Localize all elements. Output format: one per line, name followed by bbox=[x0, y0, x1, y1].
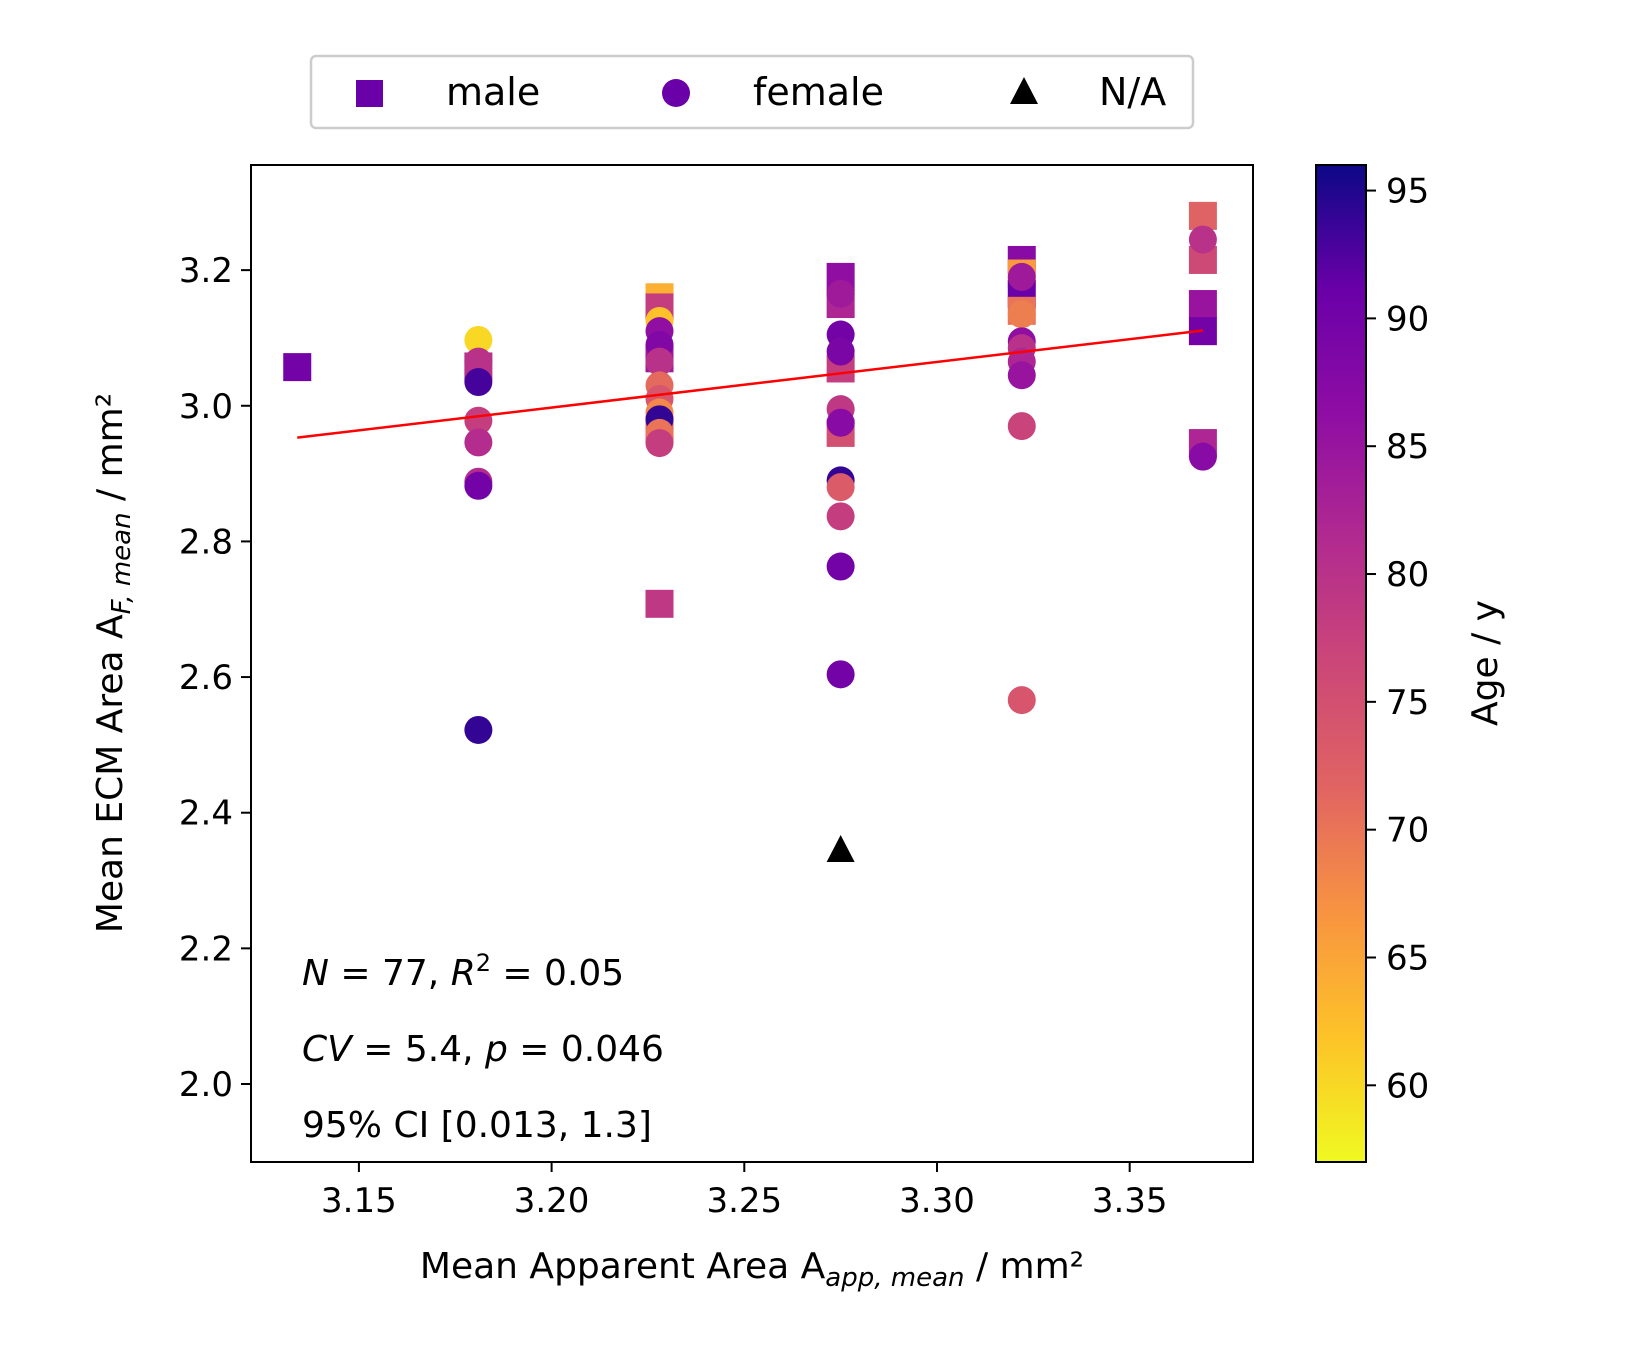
data-point-female bbox=[826, 473, 855, 502]
stats-line-n-r2: N = 77, R2 = 0.05 bbox=[302, 949, 624, 994]
data-point-female bbox=[464, 347, 493, 376]
y-tick-label: 2.2 bbox=[179, 929, 233, 969]
data-point-female bbox=[826, 660, 855, 689]
data-point-female bbox=[464, 715, 493, 744]
y-tick-label: 3.0 bbox=[179, 387, 233, 427]
colorbar-tick-label: 90 bbox=[1386, 299, 1429, 339]
colorbar-tick-label: 95 bbox=[1386, 172, 1429, 212]
data-point-na bbox=[826, 835, 855, 863]
data-point-female bbox=[464, 406, 493, 435]
x-tick-label: 3.25 bbox=[706, 1181, 782, 1221]
y-tick-label: 2.4 bbox=[179, 794, 233, 834]
data-point-female bbox=[826, 408, 855, 437]
data-point-female bbox=[826, 337, 855, 366]
colorbar-ticks: 60 65 70 75 80 85 90 95 bbox=[1366, 172, 1429, 1106]
x-tick-label: 3.20 bbox=[514, 1181, 590, 1221]
legend-marker-female bbox=[662, 79, 690, 107]
colorbar-tick-label: 60 bbox=[1386, 1066, 1429, 1106]
legend: male female N/A bbox=[309, 54, 1195, 130]
data-point-male bbox=[1188, 201, 1217, 230]
y-axis-ticks: 2.0 2.2 2.4 2.6 2.8 3.0 3.2 bbox=[179, 251, 251, 1105]
colorbar-label: Age / y bbox=[1465, 600, 1506, 726]
data-point-female bbox=[645, 347, 674, 376]
x-tick-label: 3.35 bbox=[1092, 1181, 1168, 1221]
data-point-female bbox=[1007, 361, 1036, 390]
legend-marker-male bbox=[356, 80, 383, 107]
data-point-female bbox=[1007, 300, 1036, 329]
regression-line bbox=[297, 329, 1204, 439]
data-point-female bbox=[1007, 686, 1036, 715]
data-point-female bbox=[1007, 412, 1036, 441]
data-point-male bbox=[1188, 290, 1217, 319]
data-point-female bbox=[645, 429, 674, 458]
colorbar: 60 65 70 75 80 85 90 95 Age / y bbox=[1315, 164, 1506, 1163]
data-points bbox=[283, 201, 1217, 863]
legend-label-na: N/A bbox=[1099, 70, 1166, 114]
data-point-female bbox=[464, 428, 493, 457]
data-point-female bbox=[1188, 225, 1217, 254]
data-point-female bbox=[464, 471, 493, 500]
x-axis-ticks: 3.15 3.20 3.25 3.30 3.35 bbox=[321, 1162, 1168, 1221]
y-tick-label: 2.8 bbox=[179, 522, 233, 562]
data-point-male bbox=[283, 353, 312, 382]
data-point-female bbox=[464, 368, 493, 397]
data-point-male bbox=[645, 589, 674, 618]
legend-frame bbox=[309, 54, 1195, 130]
legend-label-female: female bbox=[753, 70, 884, 114]
x-tick-label: 3.30 bbox=[899, 1181, 975, 1221]
data-point-female bbox=[464, 325, 493, 354]
colorbar-tick-label: 75 bbox=[1386, 683, 1429, 723]
plot-background bbox=[251, 165, 1253, 1162]
colorbar-tick-label: 80 bbox=[1386, 555, 1429, 595]
plot-frame bbox=[250, 164, 1254, 1163]
legend-label-male: male bbox=[446, 70, 540, 114]
colorbar-gradient bbox=[1315, 164, 1367, 1163]
y-tick-label: 3.2 bbox=[179, 251, 233, 291]
data-point-female bbox=[1007, 262, 1036, 291]
x-axis-label: Mean Apparent Area Aapp, mean / mm² bbox=[420, 1246, 1084, 1293]
y-tick-label: 2.0 bbox=[179, 1065, 233, 1105]
data-point-female bbox=[826, 552, 855, 581]
colorbar-tick-label: 85 bbox=[1386, 427, 1429, 467]
legend-marker-na bbox=[1010, 77, 1038, 104]
data-point-female bbox=[1188, 442, 1217, 471]
colorbar-tick-label: 70 bbox=[1386, 811, 1429, 851]
colorbar-tick-label: 65 bbox=[1386, 938, 1429, 978]
plot-area bbox=[250, 164, 1254, 1163]
data-point-female bbox=[826, 279, 855, 308]
stats-line-ci: 95% CI [0.013, 1.3] bbox=[302, 1105, 652, 1146]
x-tick-label: 3.15 bbox=[321, 1181, 397, 1221]
stats-annotation: N = 77, R2 = 0.05 CV = 5.4, p = 0.046 95… bbox=[302, 949, 664, 1146]
y-axis-label: Mean ECM Area AF, mean / mm² bbox=[90, 393, 137, 933]
data-point-female bbox=[826, 502, 855, 531]
y-tick-label: 2.6 bbox=[179, 658, 233, 698]
stats-line-cv-p: CV = 5.4, p = 0.046 bbox=[302, 1029, 664, 1070]
